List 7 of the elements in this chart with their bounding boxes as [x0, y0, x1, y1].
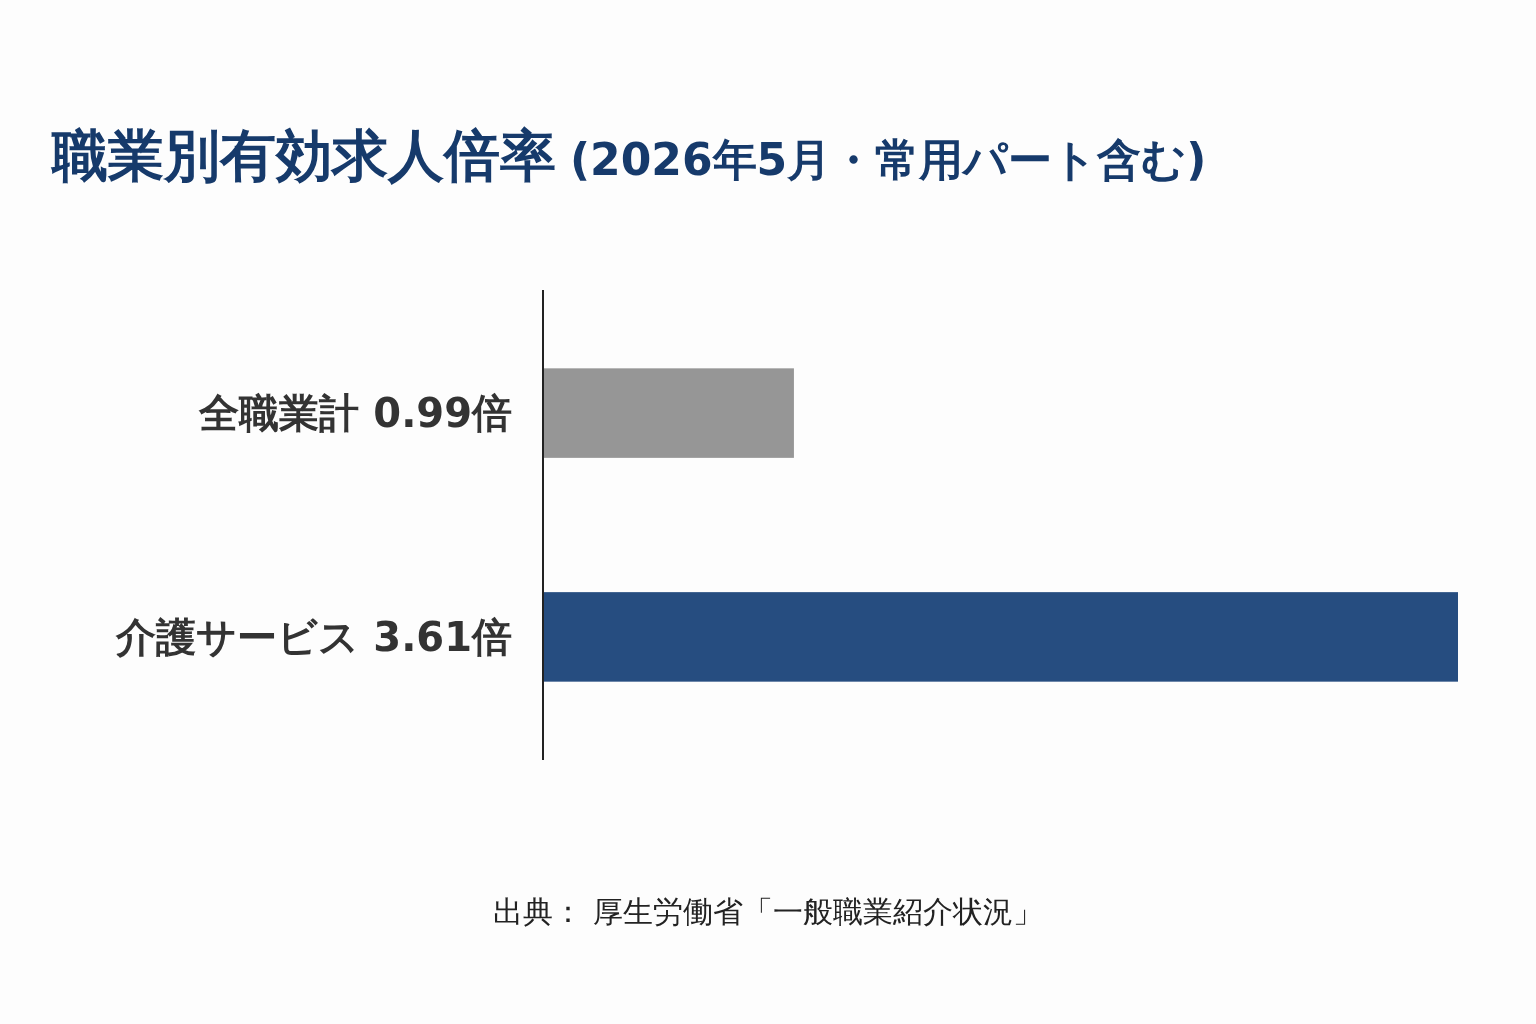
data-label: 0.99倍	[373, 390, 512, 437]
chart-title: 職業別有効求人倍率	[50, 123, 556, 188]
y-tick-label: 全職業計	[199, 390, 360, 437]
chart-subtitle: (2026年5月・常用パート含む)	[570, 134, 1207, 185]
source-note: 出典： 厚生労働省「一般職業紹介状況」	[493, 894, 1043, 929]
data-label: 3.61倍	[373, 613, 512, 660]
y-tick-label: 介護サービス	[116, 613, 360, 660]
